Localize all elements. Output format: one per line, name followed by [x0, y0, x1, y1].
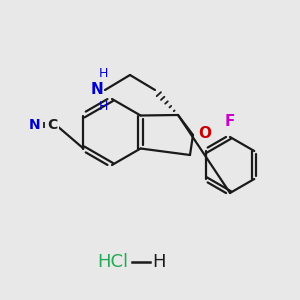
Text: HCl: HCl — [97, 253, 128, 271]
Text: F: F — [225, 114, 235, 129]
Text: O: O — [198, 125, 211, 140]
Text: N: N — [90, 82, 103, 98]
Text: N: N — [29, 118, 41, 132]
Text: H: H — [98, 100, 108, 113]
Text: H: H — [152, 253, 166, 271]
Text: C: C — [47, 118, 57, 132]
Text: H: H — [98, 67, 108, 80]
